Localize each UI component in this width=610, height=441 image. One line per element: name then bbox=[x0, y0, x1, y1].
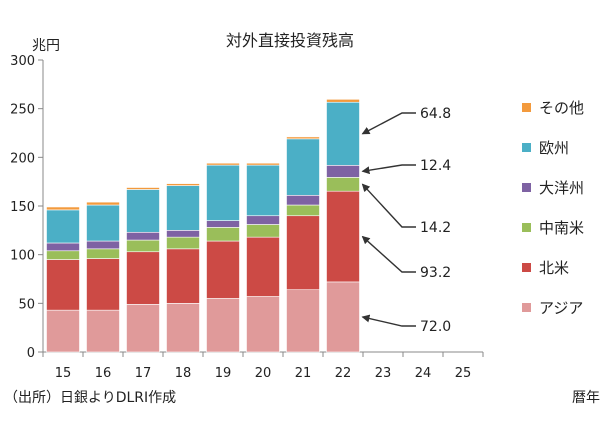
legend-swatch bbox=[522, 303, 531, 312]
bar-segment bbox=[86, 309, 120, 353]
bar-segment bbox=[286, 215, 320, 291]
bar-segment bbox=[286, 194, 320, 206]
bar-segment bbox=[166, 248, 200, 304]
bar-segment bbox=[286, 289, 320, 353]
legend-label: アジア bbox=[539, 299, 583, 317]
bar-segment bbox=[246, 236, 280, 297]
legend-swatch bbox=[522, 263, 531, 272]
x-tick-label: 15 bbox=[55, 366, 72, 381]
bar-segment bbox=[326, 190, 360, 283]
bar-segment bbox=[166, 183, 200, 186]
x-tick-label: 25 bbox=[455, 366, 472, 381]
axes: 0 50 100 150 200 250 300 15 16 17 18 19 20 21 22 23 24 25 bbox=[10, 54, 484, 381]
legend-swatch bbox=[522, 103, 531, 112]
bar-segment bbox=[206, 240, 240, 299]
x-tick-label: 17 bbox=[135, 366, 152, 381]
y-tick-label: 300 bbox=[10, 54, 35, 69]
annotation-label: 14.2 bbox=[420, 220, 451, 236]
x-tick-label: 24 bbox=[415, 366, 432, 381]
y-tick-label: 0 bbox=[27, 346, 35, 361]
x-tick-label: 19 bbox=[215, 366, 232, 381]
bar-segment bbox=[86, 204, 120, 242]
legend-label: 欧州 bbox=[539, 139, 569, 157]
annotation-arrow bbox=[361, 112, 416, 135]
bar-segment bbox=[46, 209, 80, 244]
bar-segment bbox=[86, 240, 120, 250]
bar-segment bbox=[286, 204, 320, 217]
x-tick-label: 18 bbox=[175, 366, 192, 381]
bar-segment bbox=[326, 281, 360, 353]
bar-segment bbox=[166, 185, 200, 231]
annotation-arrow bbox=[361, 183, 416, 228]
annotation-label: 93.2 bbox=[420, 265, 451, 281]
bar-segment bbox=[206, 220, 240, 228]
bar-segment bbox=[326, 99, 360, 103]
legend-label: 中南米 bbox=[539, 219, 584, 237]
legend-swatch bbox=[522, 223, 531, 232]
annotation-label: 72.0 bbox=[420, 319, 451, 335]
legend-label: 北米 bbox=[539, 259, 569, 277]
bar-segment bbox=[286, 136, 320, 140]
y-tick-label: 150 bbox=[10, 200, 35, 215]
bar-segment bbox=[86, 258, 120, 311]
bar-segment bbox=[46, 259, 80, 311]
bar-segment bbox=[126, 304, 160, 353]
bar-segment bbox=[126, 251, 160, 305]
bar-segment bbox=[46, 206, 80, 211]
x-tick-label: 21 bbox=[295, 366, 312, 381]
bar-segment bbox=[166, 230, 200, 238]
x-tick-label: 16 bbox=[95, 366, 112, 381]
bar-segment bbox=[126, 187, 160, 190]
chart-title: 対外直接投資残高 bbox=[226, 31, 354, 50]
x-tick-label: 20 bbox=[255, 366, 272, 381]
bar-segment bbox=[166, 303, 200, 353]
bar-segment bbox=[326, 165, 360, 178]
legend-swatch bbox=[522, 143, 531, 152]
y-tick-label: 50 bbox=[18, 297, 35, 312]
bar-segment bbox=[46, 242, 80, 252]
bar-segment bbox=[326, 101, 360, 166]
bar-segment bbox=[126, 189, 160, 233]
bar-segment bbox=[246, 164, 280, 217]
bar-segment bbox=[126, 239, 160, 253]
bar-segment bbox=[86, 248, 120, 259]
bar-segment bbox=[286, 138, 320, 196]
bar-segment bbox=[206, 227, 240, 242]
annotation-label: 64.8 bbox=[420, 106, 451, 122]
annotations: 64.8 12.4 14.2 93.2 72.0 bbox=[361, 106, 451, 335]
bar-segment bbox=[206, 164, 240, 221]
bar-segment bbox=[326, 177, 360, 192]
annotation-arrow bbox=[361, 235, 416, 273]
y-tick-label: 250 bbox=[10, 103, 35, 118]
bar-segment bbox=[46, 309, 80, 353]
source-note: （出所）日銀よりDLRI作成 bbox=[4, 390, 176, 406]
y-tick-label: 200 bbox=[10, 151, 35, 166]
bar-segment bbox=[246, 224, 280, 238]
bars bbox=[46, 99, 360, 353]
bar-segment bbox=[246, 215, 280, 225]
bar-segment bbox=[206, 298, 240, 353]
annotation-label: 12.4 bbox=[420, 158, 451, 174]
bar-segment bbox=[126, 231, 160, 241]
bar-segment bbox=[246, 296, 280, 353]
y-tick-label: 100 bbox=[10, 249, 35, 264]
y-axis-unit-label: 兆円 bbox=[32, 38, 60, 54]
x-tick-label: 22 bbox=[335, 366, 352, 381]
bar-segment bbox=[166, 236, 200, 250]
annotation-arrow bbox=[361, 314, 416, 327]
x-axis-unit-label: 暦年 bbox=[572, 390, 600, 406]
bar-segment bbox=[206, 162, 240, 166]
bar-segment bbox=[46, 250, 80, 260]
legend-label: 大洋州 bbox=[539, 179, 584, 197]
bar-segment bbox=[86, 201, 120, 206]
annotation-arrow bbox=[361, 164, 416, 175]
bar-segment bbox=[246, 162, 280, 166]
x-tick-label: 23 bbox=[375, 366, 392, 381]
legend-swatch bbox=[522, 183, 531, 192]
legend-label: その他 bbox=[539, 99, 584, 117]
